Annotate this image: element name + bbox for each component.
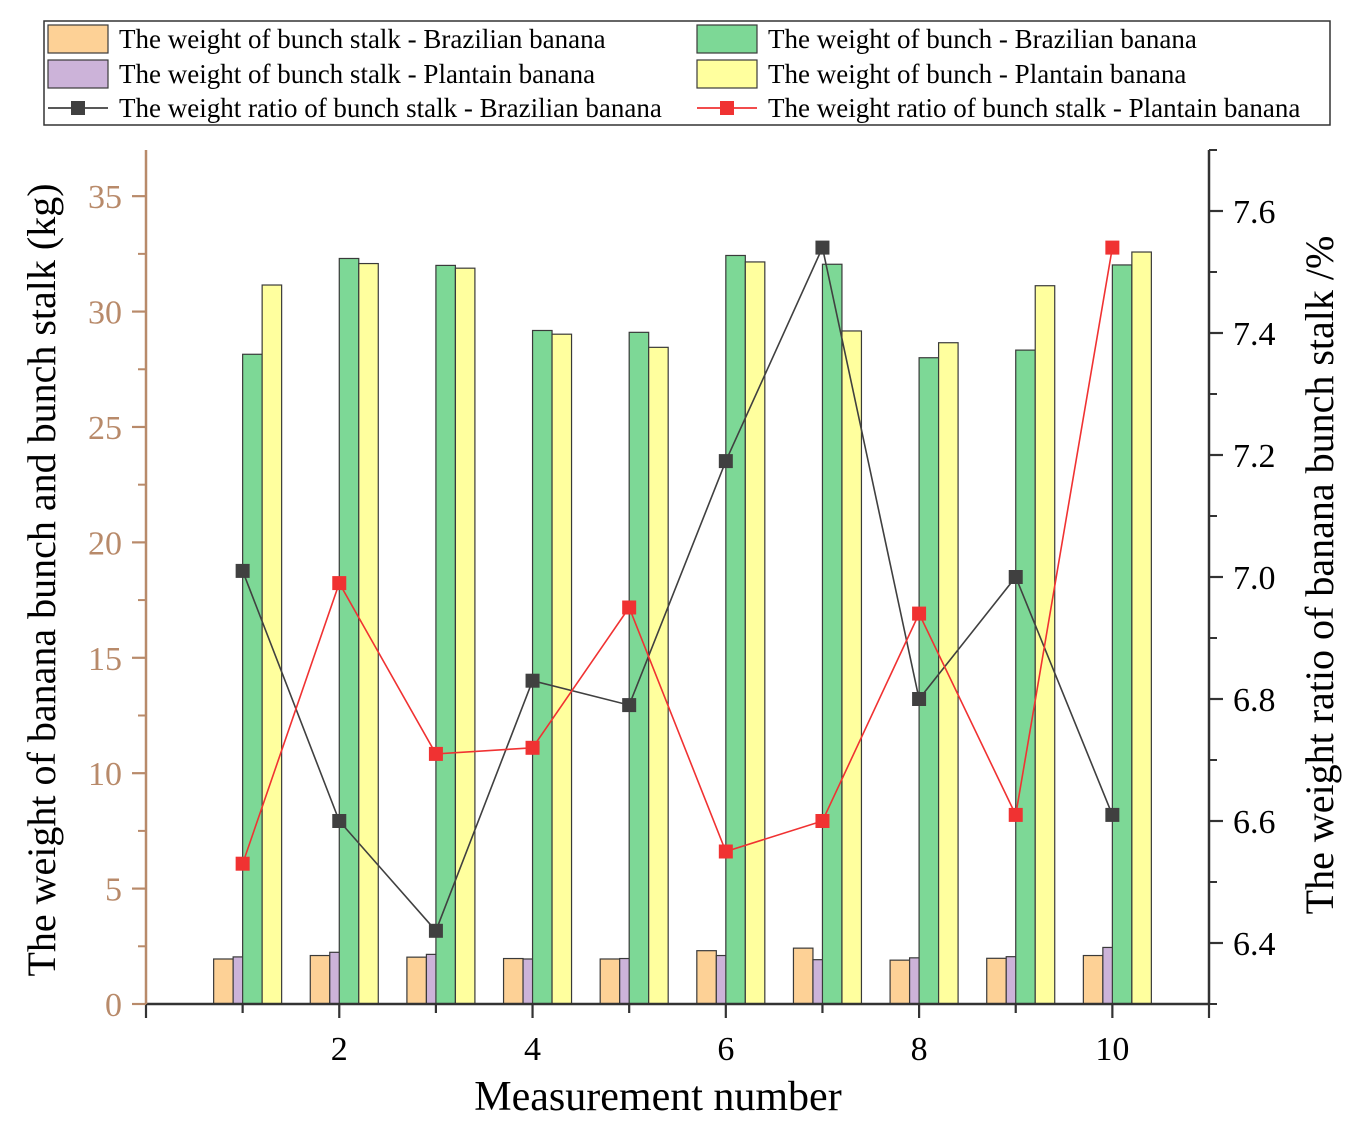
line-series-2	[241, 247, 1114, 864]
bar-3-2	[338, 257, 360, 1005]
point-2-6	[718, 844, 733, 859]
x-tick-label-4: 4	[524, 1031, 541, 1068]
point-1-3	[428, 923, 443, 938]
x-tick-label-2: 2	[331, 1031, 348, 1068]
point-1-7	[815, 240, 830, 255]
bar-1-5	[599, 958, 621, 1005]
y-left-tick-label-0: 0	[105, 987, 122, 1024]
bar-1-2	[309, 954, 331, 1005]
point-2-7	[815, 814, 830, 828]
point-2-4	[525, 740, 540, 755]
bar-3-9	[1015, 349, 1036, 1005]
y-left-tick-label-20: 20	[88, 525, 122, 562]
y-left-tick-label-25: 25	[88, 410, 122, 447]
y-right-tick-label-2: 6.8	[1233, 682, 1276, 719]
legend-label-0: The weight of bunch stalk - Brazilian ba…	[119, 24, 606, 54]
x-tick-label-6: 6	[717, 1031, 734, 1068]
legend-box	[43, 20, 1331, 126]
y-left-tick-label-5: 5	[105, 872, 122, 909]
bar-3-10	[1111, 264, 1133, 1005]
point-2-2	[332, 576, 347, 591]
legend-swatch-3	[696, 59, 758, 89]
x-axis-label: Measurement number	[474, 1074, 841, 1120]
bar-1-9	[986, 957, 1007, 1005]
bar-3-1	[242, 353, 263, 1005]
y-right-tick-label-3: 7.0	[1233, 560, 1276, 597]
x-tick-label-8: 8	[911, 1031, 928, 1068]
bar-3-5	[628, 331, 650, 1005]
bar-4-10	[1131, 251, 1152, 1005]
bar-4-7	[841, 330, 863, 1005]
bar-1-4	[502, 957, 524, 1005]
bar-3-3	[435, 264, 457, 1005]
legend-swatch-0	[47, 24, 109, 54]
bar-1-7	[792, 947, 814, 1005]
y-right-tick-label-5: 7.4	[1233, 316, 1276, 353]
point-1-2	[332, 814, 347, 828]
legend: The weight of bunch stalk - Brazilian ba…	[43, 20, 1331, 126]
point-1-1	[235, 563, 250, 578]
line-layer	[235, 240, 1120, 938]
bar-4-4	[551, 333, 573, 1005]
bar-3-7	[821, 263, 843, 1005]
bar-4-6	[744, 261, 766, 1005]
y-right-tick-label-0: 6.4	[1233, 926, 1276, 963]
point-2-8	[912, 606, 927, 621]
point-1-6	[718, 454, 733, 469]
legend-marker-5	[720, 101, 734, 115]
bar-4-5	[648, 346, 669, 1005]
y-axis-right-label: The weight ratio of banana bunch stalk /…	[1297, 236, 1342, 915]
legend-label-2: The weight of bunch stalk - Plantain ban…	[119, 59, 595, 89]
point-2-1	[235, 856, 250, 871]
bar-1-8	[889, 959, 911, 1005]
axes: 2 4 6 8 10 0 5 10 15 20 25 30 35 6.4 6.6 6.8 7.0 7.2 7.4 7.…	[88, 149, 1276, 1068]
y-left-tick-label-35: 35	[88, 179, 122, 216]
bar-1-6	[696, 950, 717, 1005]
bar-4-3	[454, 267, 476, 1005]
y-right-tick-label-6: 7.6	[1233, 194, 1276, 231]
point-2-10	[1105, 240, 1120, 255]
y-right-tick-label-4: 7.2	[1233, 438, 1276, 475]
point-1-9	[1008, 570, 1023, 584]
legend-label-3: The weight of bunch - Plantain banana	[768, 59, 1186, 89]
point-1-8	[912, 692, 927, 706]
point-2-5	[622, 600, 637, 615]
bar-1-10	[1082, 954, 1104, 1005]
y-left-tick-label-30: 30	[88, 295, 122, 332]
point-1-4	[525, 673, 540, 688]
legend-label-4: The weight ratio of bunch stalk - Brazil…	[119, 93, 662, 123]
bar-3-6	[725, 254, 746, 1005]
legend-swatch-1	[696, 24, 758, 54]
legend-label-1: The weight of bunch - Brazilian banana	[768, 24, 1197, 54]
x-tick-label-10: 10	[1095, 1031, 1129, 1068]
point-1-5	[622, 698, 637, 713]
line-series-1	[241, 245, 1114, 933]
y-left-tick-label-15: 15	[88, 641, 122, 678]
legend-marker-4	[71, 101, 85, 115]
bar-3-4	[531, 329, 553, 1005]
y-right-tick-label-1: 6.6	[1233, 804, 1276, 841]
point-2-9	[1008, 807, 1023, 822]
point-1-10	[1105, 807, 1120, 822]
point-2-3	[428, 746, 443, 761]
bar-1-3	[406, 956, 428, 1005]
legend-label-5: The weight ratio of bunch stalk - Planta…	[768, 93, 1300, 123]
bar-3-8	[918, 357, 940, 1005]
legend-swatch-2	[47, 59, 109, 89]
y-left-tick-label-10: 10	[88, 756, 122, 793]
bar-1-1	[213, 958, 234, 1005]
y-axis-left-label: The weight of banana bunch and bunch sta…	[19, 183, 64, 976]
